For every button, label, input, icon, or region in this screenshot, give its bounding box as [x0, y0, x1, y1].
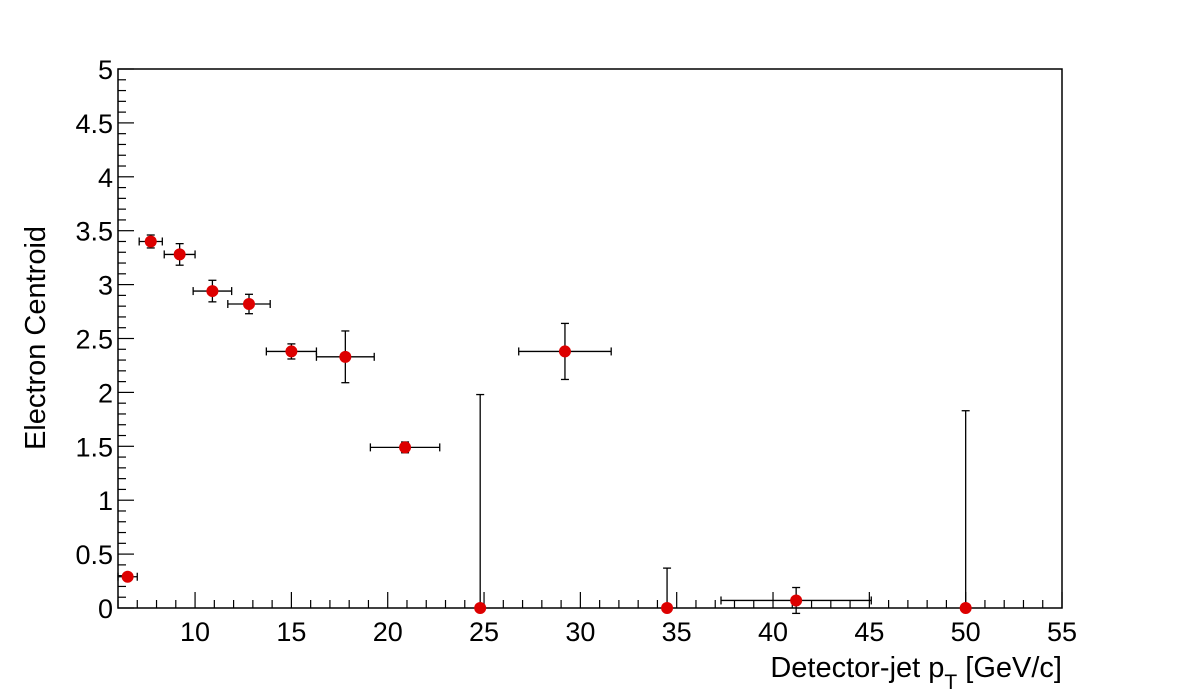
y-tick-label: 5 [98, 55, 113, 85]
data-point [558, 345, 571, 358]
y-tick-label: 4 [98, 163, 113, 193]
x-axis-title: Detector-jet pT [GeV/c] [770, 652, 1062, 694]
y-tick-label: 3 [98, 271, 113, 301]
x-tick-label: 50 [951, 617, 981, 647]
tick-labels: 10 15 20 25 30 35 40 45 50 55 0 0.5 1 1.5 2 2.5 3 3.5 4 4.5… [75, 55, 1077, 647]
data-point [339, 350, 352, 363]
x-axis-title-main: Detector-jet p [770, 652, 944, 684]
y-axis-title: Electron Centroid [20, 226, 52, 450]
x-tick-label: 45 [854, 617, 884, 647]
x-tick-label: 20 [373, 617, 403, 647]
x-tick-label: 40 [758, 617, 788, 647]
x-tick-label: 25 [469, 617, 499, 647]
data-point [285, 345, 298, 358]
data-point [474, 602, 487, 614]
x-tick-label: 55 [1047, 617, 1077, 647]
y-tick-label: 2 [98, 378, 113, 408]
y-tick-label: 1.5 [75, 432, 113, 462]
x-axis-title-unit: [GeV/c] [957, 652, 1062, 684]
y-tick-label: 0.5 [75, 540, 113, 570]
x-tick-label: 15 [276, 617, 306, 647]
axis-ticks [117, 68, 1063, 609]
data-markers [121, 235, 972, 614]
y-tick-label: 3.5 [75, 217, 113, 247]
data-point [173, 248, 186, 261]
data-point [206, 285, 219, 298]
data-point [121, 570, 134, 583]
x-tick-label: 35 [662, 617, 692, 647]
data-point [959, 602, 972, 614]
error-bars [117, 234, 970, 615]
data-point [243, 298, 256, 311]
y-tick-label: 1 [98, 486, 113, 516]
plot-frame [117, 68, 1063, 609]
y-tick-label: 2.5 [75, 325, 113, 355]
data-point [399, 441, 412, 454]
data-point [790, 594, 803, 607]
y-tick-label: 4.5 [75, 109, 113, 139]
x-tick-label: 30 [565, 617, 595, 647]
data-point [661, 602, 674, 614]
y-tick-label: 0 [98, 594, 113, 624]
x-tick-label: 10 [180, 617, 210, 647]
data-point [144, 235, 157, 248]
x-axis-title-subscript: T [944, 671, 957, 694]
